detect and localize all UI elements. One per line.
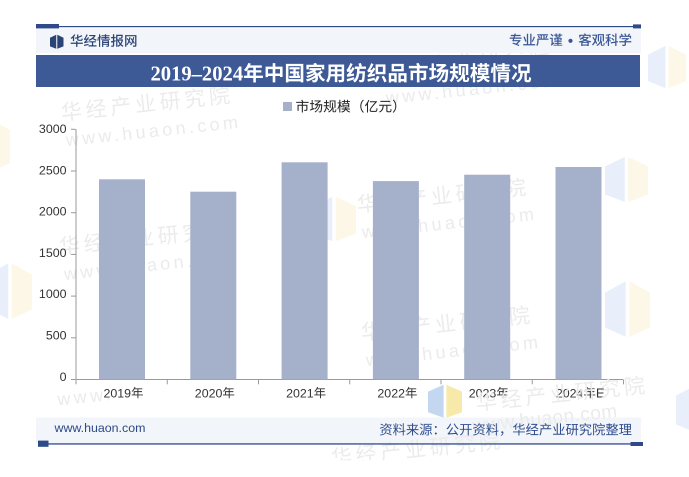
svg-text:www.huaon.com: www.huaon.com: [54, 421, 146, 435]
svg-text:2021: 2021: [286, 386, 314, 400]
svg-text:0: 0: [60, 370, 67, 384]
svg-text:2000: 2000: [39, 205, 67, 219]
svg-text:2500: 2500: [39, 163, 67, 177]
svg-text:2022: 2022: [377, 386, 405, 400]
svg-text:500: 500: [46, 329, 67, 343]
svg-text:1000: 1000: [39, 287, 67, 301]
svg-text:E: E: [596, 385, 605, 400]
svg-text:2019–2024: 2019–2024: [150, 64, 243, 86]
svg-text:3000: 3000: [39, 122, 67, 136]
svg-text:2019: 2019: [104, 386, 132, 400]
svg-text:2020: 2020: [195, 386, 223, 400]
svg-text:1500: 1500: [39, 246, 67, 260]
